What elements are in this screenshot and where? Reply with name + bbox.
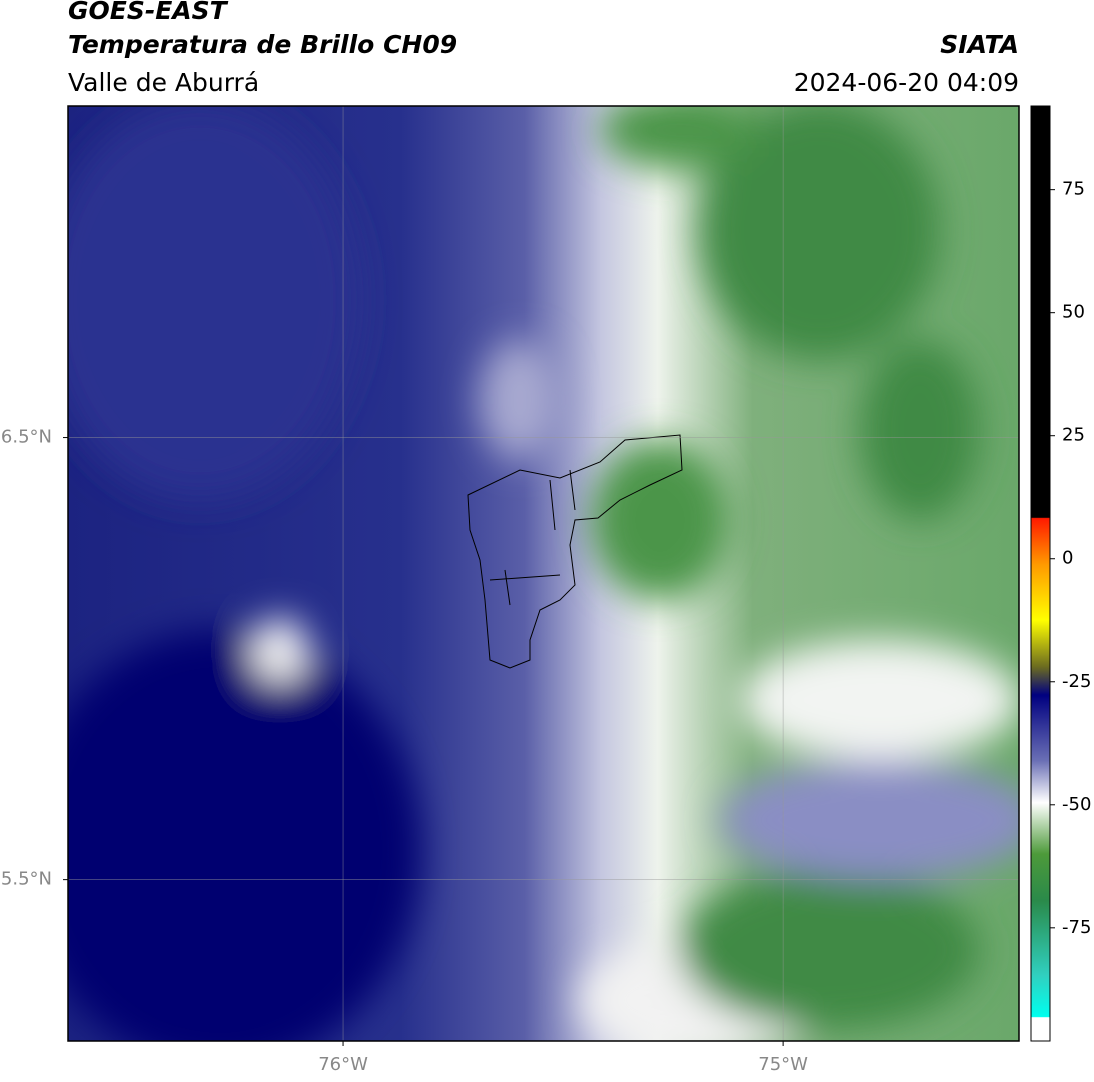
colorbar-tick-label: 50 xyxy=(1062,302,1085,323)
colorbar xyxy=(1030,105,1051,1042)
map-frame xyxy=(67,105,1020,1042)
agency: SIATA xyxy=(940,30,1019,59)
x-tick-label: 76°W xyxy=(318,1054,368,1075)
region: Valle de Aburrá xyxy=(68,68,259,97)
title: Temperatura de Brillo CH09 xyxy=(68,30,457,59)
colorbar-tick-label: -75 xyxy=(1062,917,1091,938)
y-tick-label: 5.5°N xyxy=(1,869,52,890)
source: GOES-EAST xyxy=(68,0,229,25)
colorbar-tick-label: 0 xyxy=(1062,548,1073,569)
map-image xyxy=(68,106,1019,1041)
colorbar-tick-label: -50 xyxy=(1062,794,1091,815)
basin-outline xyxy=(467,434,683,669)
colorbar-tick-label: 25 xyxy=(1062,425,1085,446)
colorbar-tick-label: -25 xyxy=(1062,671,1091,692)
datetime: 2024-06-20 04:09 xyxy=(794,68,1019,97)
y-tick-label: 6.5°N xyxy=(1,427,52,448)
x-tick-label: 75°W xyxy=(758,1054,808,1075)
colorbar-tick-label: 75 xyxy=(1062,179,1085,200)
